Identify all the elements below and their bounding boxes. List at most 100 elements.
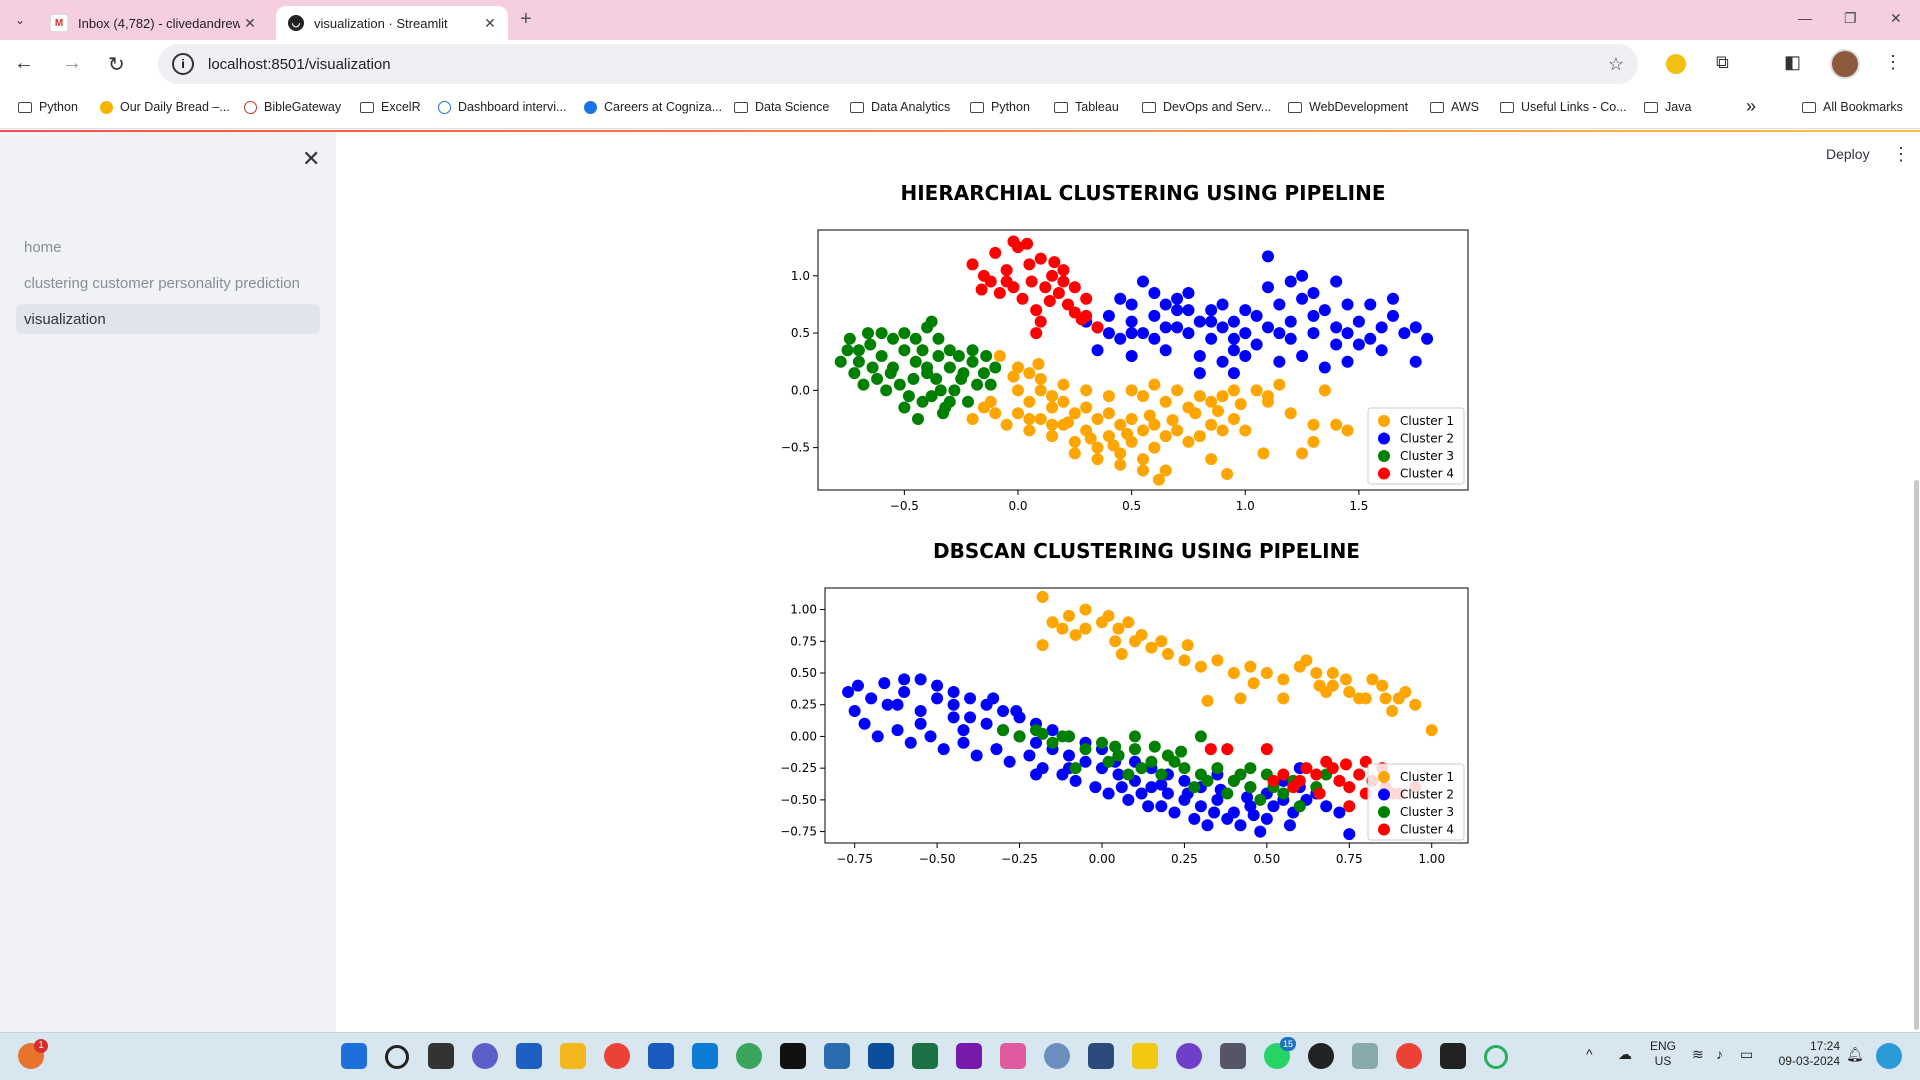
new-tab-button[interactable]: + [520,8,532,30]
extension-icon[interactable] [1666,54,1686,74]
main-menu-icon[interactable]: ⋮ [1892,144,1910,164]
notifications-bell-icon[interactable]: 🔔︎ [1846,1046,1864,1062]
scatter-point [1287,781,1300,794]
tab-streamlit[interactable]: ◡ visualization · Streamlit ✕ [276,6,508,40]
close-window-icon[interactable]: ✕ [1890,10,1902,26]
reload-icon[interactable]: ↻ [108,54,125,76]
bookmark-item[interactable]: Data Science [734,100,829,114]
obs-icon[interactable] [1308,1043,1334,1069]
sql-icon[interactable] [1088,1043,1114,1069]
bookmark-star-icon[interactable]: ☆ [1607,53,1624,74]
scatter-point [1000,264,1013,277]
url-text[interactable]: localhost:8501/visualization [208,55,391,73]
scatter-point [1387,292,1399,305]
scatter-point [1227,332,1240,345]
settings-icon[interactable] [1352,1043,1378,1069]
scatter-point [1205,304,1218,317]
bookmark-item[interactable]: AWS [1430,100,1479,114]
scatter-point [1234,398,1247,411]
bookmark-item[interactable]: Dashboard intervi... [438,100,566,114]
bookmark-item[interactable]: ExcelR [360,100,421,114]
legend-label: Cluster 4 [1400,823,1454,837]
battery-icon[interactable]: ▭ [1740,1046,1754,1062]
chrome-profile-icon[interactable] [1396,1043,1422,1069]
wifi-icon[interactable]: ≋ [1692,1046,1704,1062]
bookmarks-overflow-button[interactable]: » [1746,96,1757,116]
jetbrains-icon[interactable] [780,1043,806,1069]
copilot-icon[interactable] [1876,1043,1902,1069]
r-icon[interactable] [1044,1043,1070,1069]
task-view-icon[interactable] [428,1043,454,1069]
scatter-point [1273,298,1286,311]
close-sidebar-icon[interactable]: ✕ [302,146,321,171]
side-panel-icon[interactable]: ◧ [1784,52,1802,72]
scatter-point [987,692,1000,705]
excel-icon[interactable] [912,1043,938,1069]
scatter-point [1016,292,1029,305]
calculator-icon[interactable] [1220,1043,1246,1069]
all-bookmarks-button[interactable]: All Bookmarks [1802,100,1903,114]
forward-icon[interactable]: → [62,52,82,74]
bookmark-item[interactable]: Python [18,100,78,114]
bookmark-item[interactable]: Python [970,100,1030,114]
back-icon[interactable]: ← [14,52,34,74]
app-icon[interactable] [736,1043,762,1069]
scatter-point [1234,768,1247,781]
bookmark-item[interactable]: WebDevelopment [1288,100,1408,114]
github-icon[interactable] [1176,1043,1202,1069]
vscode-icon[interactable] [692,1043,718,1069]
screenshot-tool-icon[interactable] [824,1043,850,1069]
profile-avatar[interactable] [1830,49,1860,79]
y-tick-label: 0.00 [790,729,817,743]
scatter-point [1034,384,1047,397]
bookmark-item[interactable]: BibleGateway [244,100,341,114]
scatter-point [884,367,897,380]
sidebar-item-home[interactable]: home [24,238,62,256]
search-icon[interactable] [385,1045,409,1069]
minimize-icon[interactable]: — [1798,10,1812,26]
scatter-point [1341,355,1354,368]
bookmark-item[interactable]: Tableau [1054,100,1119,114]
scatter-point [1296,292,1309,305]
chrome-icon[interactable] [604,1043,630,1069]
legend-box [1367,763,1465,841]
word-icon[interactable] [648,1043,674,1069]
deploy-button[interactable]: Deploy [1826,146,1870,162]
start-icon[interactable] [341,1043,367,1069]
teams-icon[interactable] [472,1043,498,1069]
extensions-icon[interactable]: ⧉ [1716,52,1729,72]
tray-overflow-icon[interactable]: ^ [1586,1046,1593,1062]
loading-app-icon[interactable] [1484,1045,1508,1069]
snipping-tool-icon[interactable] [1000,1043,1026,1069]
folder-icon [970,101,984,113]
scatter-point [1171,321,1184,334]
onenote-icon[interactable] [956,1043,982,1069]
bookmark-item[interactable]: Data Analytics [850,100,950,114]
y-tick-label: 0.50 [790,666,817,680]
clock[interactable]: 17:24 09-03-2024 [1772,1039,1840,1069]
volume-icon[interactable]: ♪ [1716,1046,1723,1062]
bookmark-item[interactable]: Java [1644,100,1691,114]
close-tab-icon[interactable]: ✕ [484,14,496,31]
onedrive-icon[interactable]: ☁ [1618,1046,1632,1062]
bookmark-item[interactable]: Useful Links - Co... [1500,100,1627,114]
tab-search-button[interactable]: ⌄ [14,13,26,27]
site-info-icon[interactable]: i [172,53,194,75]
page-scrollbar[interactable] [1914,480,1919,1030]
sidebar-item-visualization[interactable]: visualization [16,304,320,334]
address-bar[interactable]: i localhost:8501/visualization ☆ [158,44,1638,84]
mail-icon[interactable] [516,1043,542,1069]
bookmark-item[interactable]: Our Daily Bread –... [100,100,230,114]
chrome-menu-icon[interactable]: ⋮ [1884,52,1902,72]
bookmark-item[interactable]: Careers at Cogniza... [584,100,722,114]
close-tab-icon[interactable]: ✕ [244,14,256,31]
tab-gmail[interactable]: M Inbox (4,782) - clivedandrew ✕ [38,6,268,40]
bookmark-item[interactable]: DevOps and Serv... [1142,100,1271,114]
file-explorer-icon[interactable] [560,1043,586,1069]
sidebar-item-clustering[interactable]: clustering customer personality predicti… [24,274,300,292]
terminal-icon[interactable] [1440,1043,1466,1069]
restore-icon[interactable]: ❐ [1844,10,1857,26]
powershell-icon[interactable] [868,1043,894,1069]
language-indicator[interactable]: ENG US [1650,1039,1676,1069]
powerbi-icon[interactable] [1132,1043,1158,1069]
